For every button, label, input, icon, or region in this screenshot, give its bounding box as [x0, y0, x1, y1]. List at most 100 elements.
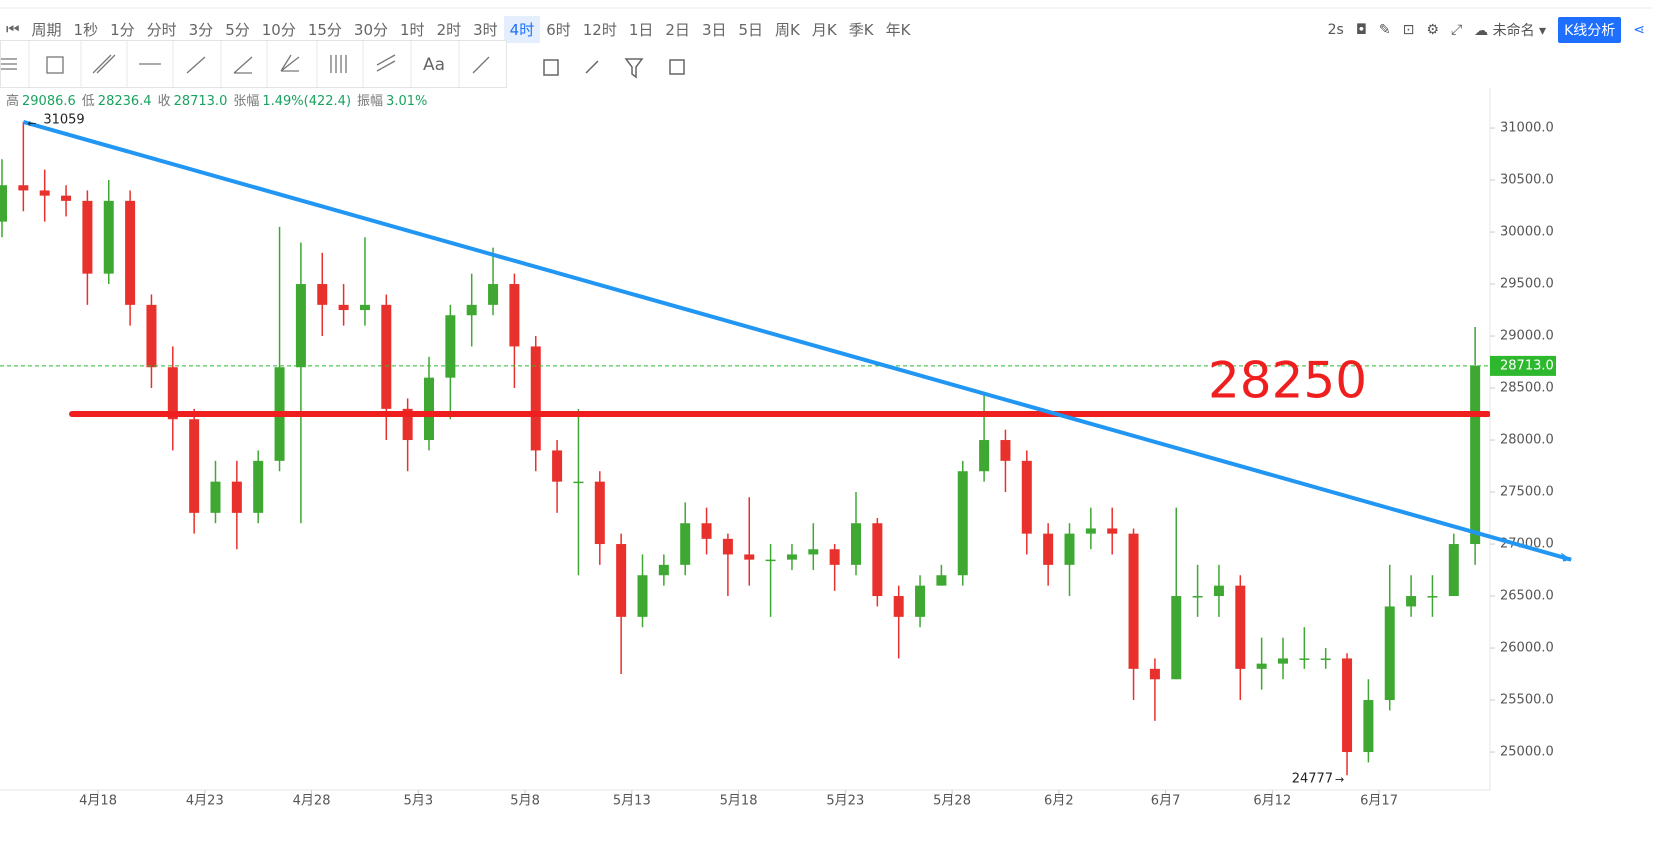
period-option[interactable]: 1分	[110, 20, 135, 39]
layout-icon[interactable]: ⊡	[1402, 22, 1415, 38]
candle-body	[317, 284, 328, 305]
text-tool[interactable]: Aa	[423, 55, 445, 75]
period-option[interactable]: 月K	[811, 20, 837, 39]
refresh-rate[interactable]: 2s	[1327, 22, 1344, 38]
period-option[interactable]: 1秒	[73, 20, 99, 39]
period-option[interactable]: 15分	[307, 20, 342, 39]
tool-icon[interactable]	[92, 54, 116, 74]
x-tick-label: 6月2	[1044, 794, 1074, 809]
extra-tool-icons	[543, 58, 685, 79]
candle-body	[915, 585, 926, 617]
period-option[interactable]: 分时	[146, 20, 177, 39]
period-menu[interactable]: 周期	[31, 20, 62, 39]
period-option[interactable]: 30分	[353, 20, 389, 39]
candle-body	[765, 559, 776, 562]
camera-icon[interactable]: ◘	[1355, 22, 1367, 38]
candle-body	[466, 304, 477, 316]
candle-body	[957, 471, 968, 576]
candle-body	[210, 481, 221, 513]
analysis-button[interactable]: K线分析	[1558, 17, 1622, 43]
candle-body	[1043, 533, 1054, 565]
candle-body	[744, 554, 755, 560]
tool-divider	[28, 41, 460, 87]
y-tick-label: 29000.0	[1500, 329, 1554, 344]
candle-body	[1427, 596, 1438, 598]
stat-label: 低	[81, 94, 95, 109]
y-tick-label: 25000.0	[1500, 745, 1554, 760]
y-tick-label: 30500.0	[1500, 173, 1554, 188]
candle-body	[594, 481, 605, 545]
candle-body	[1064, 533, 1075, 565]
candle-body	[39, 190, 50, 196]
x-tick-label: 6月7	[1151, 794, 1181, 809]
candle-body	[146, 304, 157, 368]
filter-icon[interactable]	[624, 58, 644, 79]
toolbar-icon[interactable]: ⏮	[6, 20, 20, 38]
period-option[interactable]: 10分	[261, 20, 296, 39]
period-option[interactable]: 年K	[885, 20, 911, 39]
tool-icon[interactable]	[46, 56, 64, 74]
period-bar: ⏮ 周期 1秒 1分 分时 3分 5分 10分 15分 30分 1时 2时 3时 4时 6时 12时 1日 2…	[0, 14, 916, 44]
magnet-icon[interactable]	[585, 60, 599, 74]
right-toolbar: 2s ◘ ✎ ⊡ ⚙ ⤢ ☁ 未命名 ▾ K线分析 ⋖	[1328, 16, 1653, 44]
candle-body	[103, 200, 114, 274]
tool-icon[interactable]	[1, 58, 17, 70]
lock-icon[interactable]	[669, 59, 685, 75]
period-option[interactable]: 2时	[436, 20, 462, 39]
candle-body	[1213, 585, 1224, 597]
tool-icon[interactable]	[280, 54, 300, 72]
candle-body	[295, 284, 306, 368]
y-tick-label: 28500.0	[1500, 381, 1554, 396]
period-option[interactable]: 1日	[628, 20, 654, 39]
period-option[interactable]: 3日	[701, 20, 727, 39]
stat-label: 收	[157, 94, 171, 109]
y-tick-label: 28000.0	[1500, 433, 1554, 448]
candle-body	[893, 596, 904, 617]
y-tick-label: 30000.0	[1500, 225, 1554, 240]
period-option[interactable]: 3分	[188, 20, 214, 39]
period-option[interactable]: 1时	[400, 20, 425, 39]
candle-body	[424, 377, 434, 441]
candle-body	[359, 304, 370, 311]
period-option[interactable]: 季K	[848, 20, 874, 39]
period-option[interactable]: 6时	[546, 20, 571, 39]
candle-body	[680, 523, 691, 565]
period-option[interactable]: 3时	[473, 20, 498, 39]
y-tick-label: 27000.0	[1500, 537, 1554, 552]
period-option[interactable]: 4时	[503, 15, 541, 43]
period-option[interactable]: 周K	[775, 20, 800, 39]
settings-icon[interactable]: ⚙	[1426, 22, 1439, 38]
period-option[interactable]: 2日	[665, 20, 690, 39]
stat-label: 高	[6, 94, 20, 109]
candle-body	[851, 523, 861, 565]
candle-body	[18, 185, 29, 191]
workspace[interactable]: ☁ 未命名 ▾	[1474, 23, 1547, 39]
tool-icon[interactable]	[186, 56, 206, 74]
candle-body	[253, 460, 264, 513]
plot-area	[0, 121, 1490, 776]
candle-body	[1256, 663, 1267, 669]
stat-value: 28713.0	[173, 94, 228, 109]
stat-label: 振幅	[357, 94, 384, 109]
candle-body	[1278, 658, 1288, 664]
tool-icon[interactable]	[233, 56, 253, 74]
last-price-label: 28713.0	[1500, 358, 1554, 373]
candle-body	[1299, 658, 1310, 660]
candle-body	[1192, 596, 1203, 598]
candle-body	[189, 419, 200, 513]
tool-icon[interactable]	[376, 54, 396, 72]
candle-body	[808, 549, 819, 555]
period-option[interactable]: 5分	[225, 20, 250, 39]
tool-icon[interactable]	[472, 56, 490, 74]
draw-icon[interactable]: ✎	[1378, 22, 1391, 38]
period-option[interactable]: 12时	[582, 20, 617, 39]
fullscreen-icon[interactable]: ⤢	[1450, 22, 1463, 38]
candle-body	[1085, 528, 1096, 534]
candle-body	[381, 304, 392, 409]
period-option[interactable]: 5日	[738, 20, 764, 39]
tool-icon[interactable]	[330, 55, 347, 73]
share-icon[interactable]: ⋖	[1633, 22, 1645, 38]
delete-icon[interactable]	[543, 59, 559, 76]
